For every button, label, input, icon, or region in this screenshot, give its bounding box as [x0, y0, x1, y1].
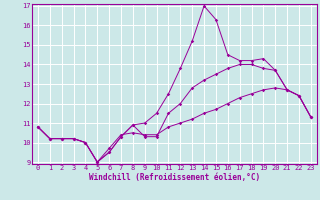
X-axis label: Windchill (Refroidissement éolien,°C): Windchill (Refroidissement éolien,°C): [89, 173, 260, 182]
